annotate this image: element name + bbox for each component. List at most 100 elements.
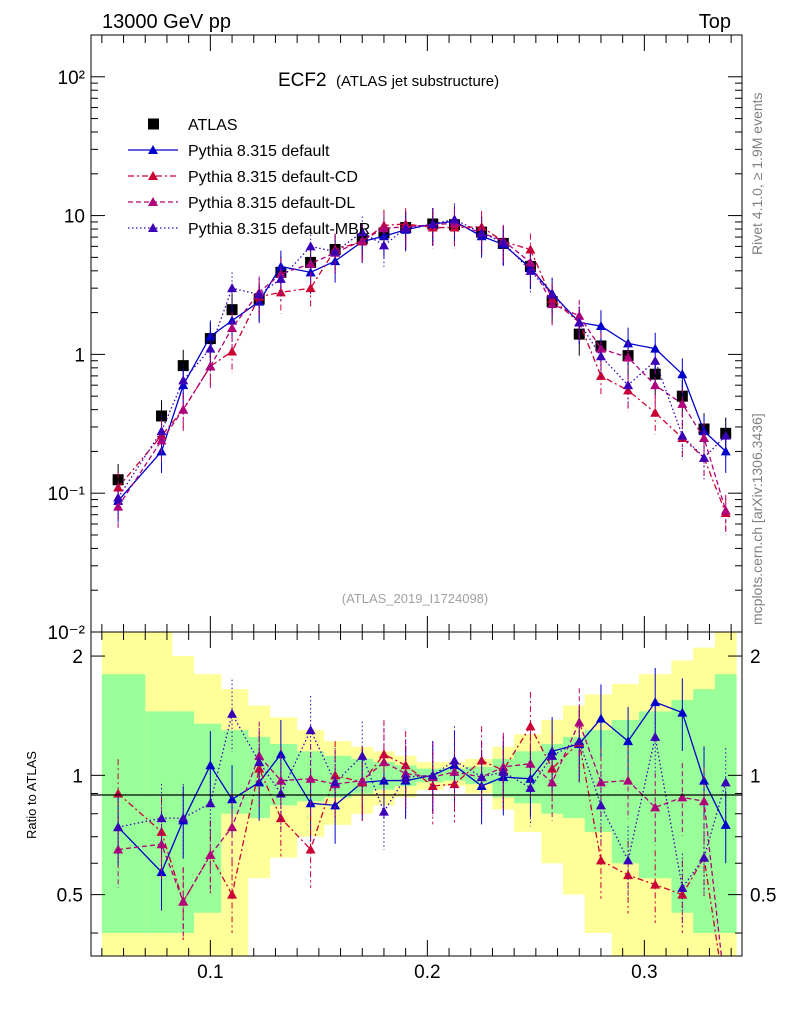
- data-point: [476, 227, 487, 237]
- data-point: [623, 352, 634, 362]
- ratio-point: [178, 896, 189, 906]
- ratio-y-tick-label-right: 1: [750, 766, 761, 787]
- ratio-ylabel: Ratio to ATLAS: [24, 751, 39, 839]
- header-left: 13000 GeV pp: [102, 11, 231, 33]
- data-point: [720, 430, 731, 440]
- ratio-point: [305, 844, 316, 854]
- legend-label: Pythia 8.315 default: [188, 143, 330, 160]
- ratio-point: [525, 721, 536, 731]
- legend-marker: [148, 171, 158, 180]
- legend-label: ATLAS: [188, 117, 238, 134]
- data-point: [650, 380, 661, 390]
- ratio-point: [378, 806, 389, 816]
- ratio-point: [650, 879, 661, 889]
- main-panel-series: [112, 203, 732, 535]
- data-point: [205, 343, 216, 353]
- x-tick-label: 0.2: [414, 962, 440, 983]
- x-tick-label: 0.1: [197, 962, 223, 983]
- y-tick-label: 10⁻¹: [48, 484, 86, 505]
- data-point: [677, 369, 688, 379]
- ratio-point: [720, 777, 731, 787]
- ratio-point: [113, 822, 124, 832]
- data-point: [574, 317, 585, 327]
- data-point: [275, 261, 286, 271]
- data-point: [400, 223, 411, 233]
- data-point: [595, 351, 606, 361]
- data-point: [677, 430, 688, 440]
- axis-tick-labels: 10⁻² 10⁻¹ 1 10 10² 0.5 0.5 1 1 2 2 0.1 0.2 0.3: [48, 68, 777, 983]
- ratio-point: [547, 750, 558, 760]
- data-point: [305, 283, 316, 293]
- chart-title-sub: (ATLAS jet substructure): [336, 73, 499, 90]
- ratio-point: [156, 867, 167, 877]
- y-tick-label: 10⁻²: [48, 623, 86, 644]
- legend-marker: [148, 223, 158, 232]
- legend-entry: Pythia 8.315 default-DL: [128, 195, 355, 212]
- legend-entry: Pythia 8.315 default: [128, 143, 330, 160]
- data-point: [449, 214, 460, 224]
- ratio-point: [595, 855, 606, 865]
- ratio-point: [650, 697, 661, 707]
- ratio-point: [721, 989, 731, 998]
- ratio-point: [498, 766, 509, 776]
- ratio-point: [357, 775, 368, 785]
- ratio-point: [595, 800, 606, 810]
- data-point: [650, 343, 661, 353]
- data-point: [595, 370, 606, 380]
- data-point: [305, 241, 316, 251]
- data-point: [378, 223, 389, 233]
- data-point: [720, 446, 731, 456]
- ratio-point: [623, 775, 634, 785]
- band-inner-bin: [101, 674, 146, 934]
- ratio-point: [156, 839, 167, 849]
- data-point: [378, 231, 389, 241]
- ratio-point: [699, 796, 710, 806]
- ratio-point: [254, 750, 265, 760]
- data-point: [178, 404, 189, 414]
- legend-label: Pythia 8.315 default-DL: [188, 195, 355, 212]
- legend: ATLAS Pythia 8.315 default Pythia 8.315 de…: [128, 117, 370, 238]
- data-point: [178, 375, 189, 385]
- ratio-point: [721, 996, 731, 1005]
- ratio-point: [178, 813, 189, 823]
- legend-entry: ATLAS: [148, 117, 238, 134]
- series-3: [113, 207, 731, 533]
- header-right: Top: [699, 11, 731, 33]
- series-line: [117, 220, 727, 502]
- ratio-point: [650, 731, 661, 741]
- ratio-point: [677, 792, 688, 802]
- legend-label: Pythia 8.315 default-CD: [188, 169, 358, 186]
- data-point: [227, 283, 238, 293]
- data-point: [205, 331, 216, 341]
- y-tick-label: 1: [74, 345, 85, 366]
- ratio-point: [574, 717, 585, 727]
- data-point: [378, 240, 389, 250]
- data-point: [113, 492, 124, 502]
- data-point: [357, 235, 368, 245]
- legend-entry: Pythia 8.315 default-MBR: [128, 221, 370, 238]
- ratio-point: [156, 813, 167, 823]
- data-point: [227, 346, 238, 356]
- ratio-point: [227, 822, 238, 832]
- data-point: [227, 322, 238, 332]
- y-tick-label: 10: [64, 207, 85, 228]
- data-point: [650, 407, 661, 417]
- ratio-point: [205, 849, 216, 859]
- ratio-point: [677, 707, 688, 717]
- data-point: [623, 380, 634, 390]
- ratio-point: [227, 889, 238, 899]
- ratio-point: [205, 798, 216, 808]
- data-point: [720, 505, 731, 515]
- ratio-point: [720, 819, 731, 829]
- band-outer-bin: [221, 689, 249, 956]
- ratio-point: [476, 772, 487, 782]
- series-4: [113, 203, 731, 520]
- data-point: [699, 452, 710, 462]
- data-point: [525, 265, 536, 275]
- data-point: [650, 355, 661, 365]
- ratio-point: [156, 826, 167, 836]
- data-point: [498, 237, 509, 247]
- data-point: [525, 257, 536, 267]
- data-point: [427, 218, 438, 228]
